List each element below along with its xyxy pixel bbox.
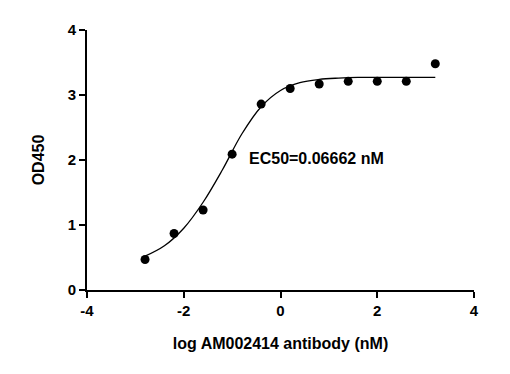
svg-text:0: 0 xyxy=(68,281,76,298)
svg-text:-2: -2 xyxy=(177,302,190,319)
svg-text:1: 1 xyxy=(68,216,76,233)
svg-text:log AM002414 antibody (nM): log AM002414 antibody (nM) xyxy=(173,335,388,352)
svg-text:2: 2 xyxy=(373,302,381,319)
svg-text:0: 0 xyxy=(276,302,284,319)
svg-text:2: 2 xyxy=(68,151,76,168)
svg-text:-4: -4 xyxy=(80,302,94,319)
svg-text:3: 3 xyxy=(68,86,76,103)
svg-text:4: 4 xyxy=(470,302,479,319)
svg-text:OD450: OD450 xyxy=(30,135,47,186)
svg-text:4: 4 xyxy=(68,21,77,38)
svg-text:EC50=0.06662 nM: EC50=0.06662 nM xyxy=(249,150,384,167)
